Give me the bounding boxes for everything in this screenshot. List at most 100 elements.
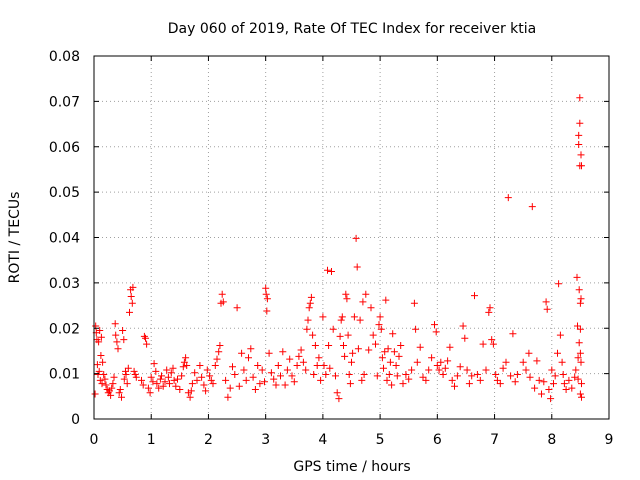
data-point xyxy=(186,393,194,401)
y-tick-label: 0.03 xyxy=(49,276,80,292)
data-point xyxy=(325,342,333,349)
data-point xyxy=(576,390,584,398)
data-point xyxy=(502,358,510,366)
data-point xyxy=(202,387,210,395)
data-point xyxy=(184,389,192,397)
data-point xyxy=(575,131,583,139)
data-point xyxy=(384,345,392,353)
data-point xyxy=(554,349,561,357)
data-point xyxy=(283,366,291,374)
data-point xyxy=(144,384,152,392)
data-point xyxy=(97,333,105,341)
data-point xyxy=(413,358,421,366)
x-tick-label: 6 xyxy=(433,432,442,448)
data-point xyxy=(290,378,298,386)
data-point xyxy=(206,372,214,380)
data-point xyxy=(562,386,570,393)
data-point xyxy=(574,375,582,383)
data-point xyxy=(233,304,241,312)
data-point xyxy=(345,371,353,378)
data-point xyxy=(311,342,319,349)
data-point xyxy=(359,298,367,306)
data-point xyxy=(390,348,398,356)
data-point xyxy=(433,362,441,369)
data-point xyxy=(299,358,307,366)
data-point xyxy=(526,373,534,381)
data-point xyxy=(486,304,494,312)
axis-ticks xyxy=(93,55,610,420)
data-point xyxy=(247,345,255,353)
data-point xyxy=(381,348,389,356)
data-point xyxy=(459,322,467,330)
data-point xyxy=(349,349,357,357)
x-tick-label: 9 xyxy=(605,432,614,448)
data-point xyxy=(302,366,310,374)
data-point xyxy=(295,352,303,360)
data-point xyxy=(367,304,375,312)
data-point xyxy=(335,395,343,403)
data-point xyxy=(158,372,165,380)
data-point xyxy=(446,343,454,351)
data-point xyxy=(383,376,391,384)
data-point xyxy=(122,371,130,378)
data-point xyxy=(522,366,530,374)
data-point xyxy=(132,373,140,381)
data-point xyxy=(111,320,119,328)
data-point xyxy=(528,203,536,211)
data-point xyxy=(303,325,311,333)
x-tick-label: 0 xyxy=(90,432,99,448)
data-point xyxy=(242,376,250,384)
data-point xyxy=(153,380,161,388)
data-point xyxy=(120,375,128,383)
data-point xyxy=(535,376,543,384)
data-point xyxy=(114,345,122,353)
data-point xyxy=(575,286,583,294)
data-point xyxy=(328,268,335,275)
data-point xyxy=(262,284,270,292)
data-point xyxy=(499,364,507,372)
data-point xyxy=(119,327,127,334)
y-tick-label: 0 xyxy=(71,412,80,428)
data-point xyxy=(166,380,173,388)
data-point xyxy=(146,389,154,397)
data-point xyxy=(211,362,219,369)
data-point xyxy=(531,384,539,392)
data-point xyxy=(576,325,584,333)
data-point xyxy=(547,395,555,403)
data-point xyxy=(372,340,379,348)
data-point xyxy=(571,373,579,381)
y-tick-label: 0.05 xyxy=(49,185,80,201)
x-tick-label: 1 xyxy=(147,432,156,448)
data-point xyxy=(120,336,128,344)
data-point xyxy=(350,313,358,321)
data-point xyxy=(240,366,248,374)
data-point xyxy=(576,94,584,102)
data-point xyxy=(191,369,199,377)
data-point xyxy=(203,366,211,374)
data-points xyxy=(91,94,585,403)
data-point xyxy=(249,373,257,381)
data-point xyxy=(336,332,344,340)
data-point xyxy=(329,325,337,333)
data-point xyxy=(428,354,436,362)
data-point xyxy=(313,362,321,369)
data-point xyxy=(548,366,556,374)
data-point xyxy=(142,334,149,342)
data-point xyxy=(375,321,383,329)
data-point xyxy=(222,376,230,384)
data-point xyxy=(453,372,461,380)
data-point xyxy=(304,316,312,324)
data-point xyxy=(288,372,296,380)
data-point xyxy=(376,313,384,321)
y-tick-label: 0.07 xyxy=(49,94,80,110)
x-tick-labels: 0 1 2 3 4 5 6 7 8 9 xyxy=(90,432,614,448)
data-point xyxy=(575,141,583,148)
data-point xyxy=(161,378,169,386)
data-point xyxy=(245,354,252,362)
data-point xyxy=(550,380,557,388)
data-point xyxy=(451,382,458,390)
data-point xyxy=(215,348,223,356)
y-axis-label: ROTI / TECUs xyxy=(7,192,23,284)
data-point xyxy=(127,293,135,300)
